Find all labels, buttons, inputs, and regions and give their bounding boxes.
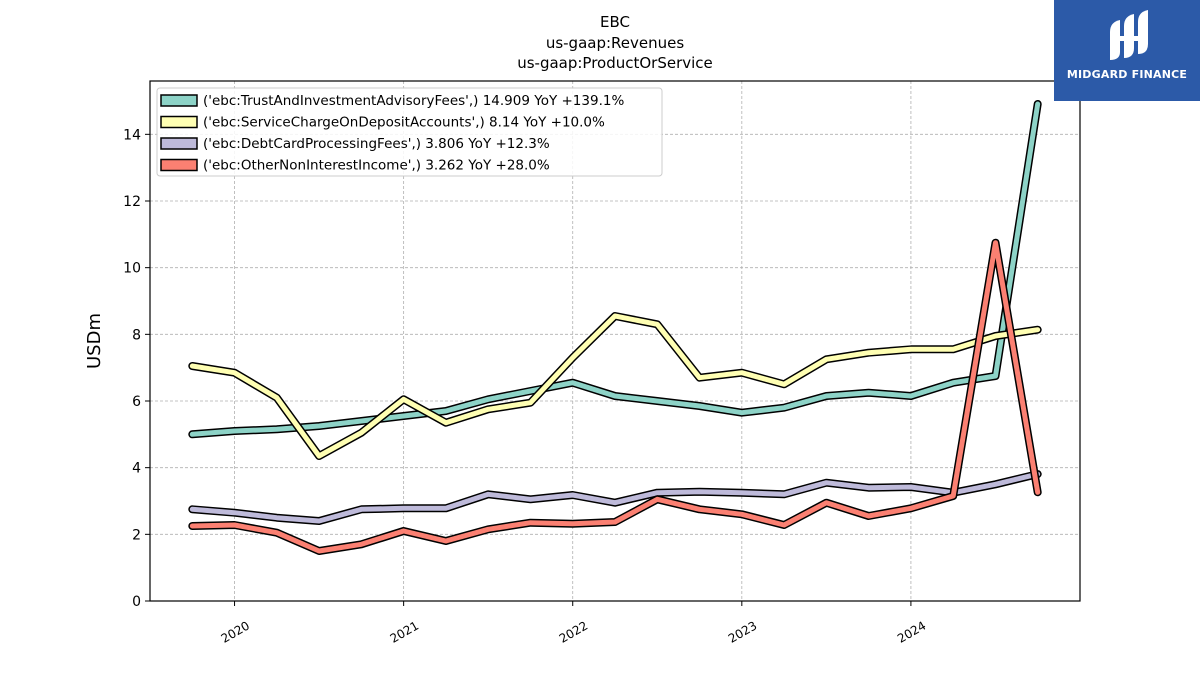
plot-frame	[149, 80, 1081, 602]
x-axis: 2020 2021 2022 2023 2024	[219, 601, 928, 646]
y-tick-label: 12	[123, 194, 141, 210]
chart-title-line-1: EBC	[600, 13, 630, 31]
legend-label: ('ebc:TrustAndInvestmentAdvisoryFees',) …	[203, 93, 624, 109]
series-1	[188, 312, 1042, 460]
legend-label: ('ebc:DebtCardProcessingFees',) 3.806 Yo…	[203, 136, 550, 152]
series-line	[189, 101, 1041, 437]
legend-item: ('ebc:DebtCardProcessingFees',) 3.806 Yo…	[160, 136, 550, 152]
logo-mark-icon	[1110, 10, 1148, 60]
y-tick-label: 6	[132, 394, 141, 410]
legend-item: ('ebc:OtherNonInterestIncome',) 3.262 Yo…	[160, 158, 550, 174]
series-3	[188, 238, 1042, 555]
y-tick-label: 2	[132, 527, 141, 543]
y-tick-label: 0	[132, 594, 141, 610]
x-tick-label: 2022	[557, 618, 590, 645]
legend-box	[156, 87, 663, 177]
gridlines	[150, 81, 1080, 602]
series-lines	[188, 100, 1042, 555]
y-tick-label: 10	[123, 261, 141, 277]
series-line	[189, 313, 1041, 459]
brand-logo: MIDGARD FINANCE	[1054, 0, 1200, 101]
chart-title-group: EBC us-gaap:Revenues us-gaap:ProductOrSe…	[517, 13, 713, 72]
legend: ('ebc:TrustAndInvestmentAdvisoryFees',) …	[156, 87, 663, 177]
y-axis: 0 2 4 6 8 10 12 14	[123, 127, 150, 610]
y-axis-label: USDm	[84, 313, 105, 369]
legend-label: ('ebc:ServiceChargeOnDepositAccounts',) …	[203, 115, 605, 131]
legend-swatch	[160, 94, 198, 107]
y-tick-label: 4	[132, 461, 141, 477]
x-tick-label: 2021	[388, 618, 421, 645]
legend-item: ('ebc:ServiceChargeOnDepositAccounts',) …	[160, 115, 605, 131]
legend-item: ('ebc:TrustAndInvestmentAdvisoryFees',) …	[160, 93, 624, 109]
y-tick-label: 8	[132, 327, 141, 343]
x-tick-label: 2023	[726, 618, 759, 645]
y-tick-label: 14	[123, 127, 141, 143]
chart-title-line-2: us-gaap:Revenues	[546, 34, 685, 52]
legend-label: ('ebc:OtherNonInterestIncome',) 3.262 Yo…	[203, 158, 550, 174]
x-tick-label: 2020	[219, 618, 252, 645]
x-tick-label: 2024	[895, 618, 928, 645]
series-line	[189, 471, 1041, 524]
logo-text: MIDGARD FINANCE	[1066, 68, 1188, 81]
legend-swatch	[160, 137, 198, 150]
chart-title-line-3: us-gaap:ProductOrService	[517, 54, 713, 72]
legend-swatch	[160, 115, 198, 129]
series-line	[189, 240, 1041, 554]
series-2	[188, 470, 1042, 525]
series-0	[188, 100, 1042, 439]
legend-swatch	[160, 158, 198, 172]
